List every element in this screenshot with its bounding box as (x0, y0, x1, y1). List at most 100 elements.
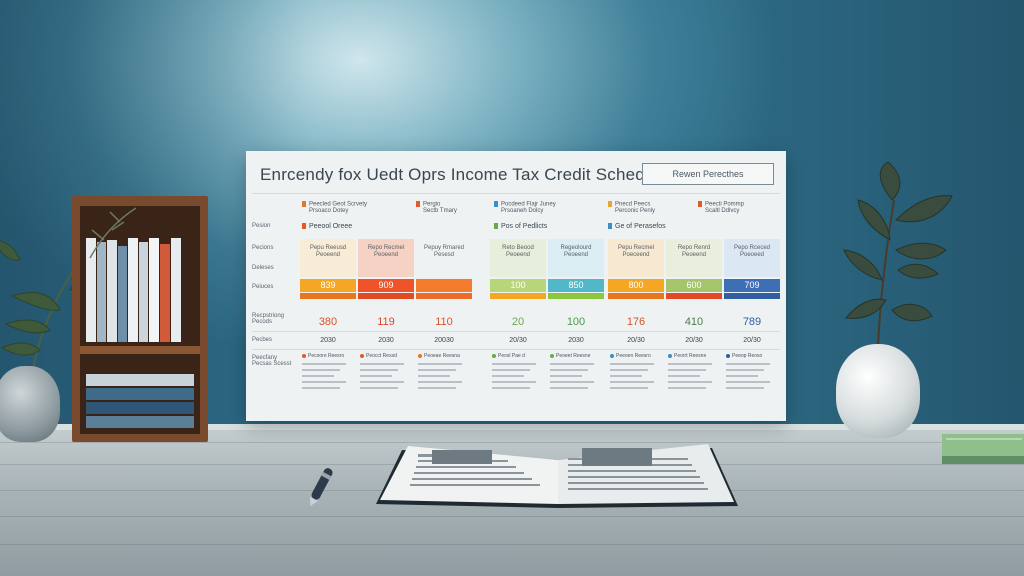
column-notes: Pecoore Reesro (302, 353, 358, 393)
schedule-cell: Reto Beood Peoeend (490, 239, 546, 277)
group-header: Pnecd Peecs Perconic Penly (608, 201, 655, 214)
right-plant-pot (836, 344, 920, 438)
bar-stripe (666, 293, 722, 299)
cell-label: Pepuy Rmared Pesesd (423, 245, 465, 258)
column-year: 20/30 (627, 337, 645, 344)
bar-stripe (608, 293, 664, 299)
schedule-cell: Pepu Reeusd Peoeend (300, 239, 356, 277)
column-year: 20/30 (743, 337, 761, 344)
note-line (302, 375, 334, 377)
note-icon (302, 353, 306, 358)
column-notes: Peeoen Reesro (610, 353, 666, 393)
column-notes: Peorrt Reesne (668, 353, 724, 393)
note-line (726, 363, 770, 365)
open-book (376, 444, 738, 508)
section-title: Pos of Pedlicts (494, 223, 547, 230)
note-line (360, 363, 404, 365)
stacked-book (86, 416, 194, 428)
upright-books (86, 238, 196, 342)
section-marker-icon (494, 223, 498, 230)
cell-label: Repo Recmel Peoeend (367, 245, 405, 258)
column-value: 410 (684, 316, 704, 328)
column-value: 789 (742, 316, 762, 328)
right-plant-leaves (843, 161, 953, 349)
value-bar: 850 (548, 279, 604, 292)
note-head: Peeop Reoso (726, 353, 782, 359)
note-line (726, 369, 764, 371)
header-marker-icon (416, 201, 420, 207)
row-label: Peiuces (252, 284, 274, 290)
note-line (726, 387, 764, 389)
review-button[interactable]: Rewen Perecthes (642, 163, 774, 185)
bar-stripe (490, 293, 546, 299)
value-bar: 100 (490, 279, 546, 292)
schedule-cell: Regeolourd Peoeend (548, 239, 604, 277)
row-label: Deleses (252, 265, 274, 271)
note-head: Peoeae Reesna (418, 353, 474, 359)
section-title: Ge of Perasefos (608, 223, 666, 230)
column-year: 20/30 (509, 337, 527, 344)
column-year: 2030 (378, 337, 394, 344)
note-line (668, 387, 706, 389)
column-notes: Peocct Ressd (360, 353, 416, 393)
note-line (492, 387, 530, 389)
value-bar: 709 (724, 279, 780, 292)
note-head: Peorrt Reesne (668, 353, 724, 359)
column-value: 176 (626, 316, 646, 328)
header-marker-icon (698, 201, 702, 207)
bar-stripe (724, 293, 780, 299)
note-line (726, 375, 758, 377)
value-bar: 839 (300, 279, 356, 292)
column-year: 20/30 (685, 337, 703, 344)
divider (252, 349, 780, 350)
column-value: 119 (377, 316, 395, 328)
cell-label: Pepu Recmel Poeceend (617, 245, 655, 258)
header-marker-icon (494, 201, 498, 207)
header-marker-icon (302, 201, 306, 207)
bar-stripe (548, 293, 604, 299)
bar-stripe (300, 293, 356, 299)
note-line (360, 369, 398, 371)
note-line (550, 381, 594, 383)
cell-label: Reto Beood Peoeend (502, 245, 534, 258)
note-head: Pecoore Reesro (302, 353, 358, 359)
column-value: 110 (435, 316, 453, 328)
note-line (360, 387, 398, 389)
note-line (492, 381, 536, 383)
note-line (360, 375, 392, 377)
row-label: Pesion (252, 223, 271, 229)
section-marker-icon (302, 223, 306, 230)
note-line (418, 387, 456, 389)
note-line (668, 369, 706, 371)
note-line (302, 387, 340, 389)
tax-credit-schedule-panel: Enrcendy fox Uedt Oprs Income Tax Credit… (246, 151, 786, 421)
column-notes: Peeop Reoso (726, 353, 782, 393)
schedule-cell: Repo Recmel Peoeend (358, 239, 414, 277)
value-bar: 909 (358, 279, 414, 292)
note-line (302, 381, 346, 383)
row-label: Peecfany Pecsas Scesst (252, 355, 292, 367)
schedule-cell: Pepuy Rmared Pesesd (416, 239, 472, 277)
desk-edge (0, 424, 1024, 430)
stacked-book (86, 402, 194, 414)
note-icon (610, 353, 614, 358)
column-value: 100 (566, 316, 586, 328)
note-line (418, 363, 462, 365)
note-line (418, 375, 450, 377)
note-line (550, 369, 588, 371)
note-line (610, 363, 654, 365)
note-line (550, 375, 582, 377)
note-icon (668, 353, 672, 358)
bar-stripe (416, 293, 472, 299)
note-line (492, 369, 530, 371)
note-head: Peocct Ressd (360, 353, 416, 359)
value-bar: 800 (608, 279, 664, 292)
column-year: 2030 (320, 337, 336, 344)
note-head: Peosl Pae d (492, 353, 548, 359)
note-line (610, 387, 648, 389)
column-notes: Peoeet Reesne (550, 353, 606, 393)
group-header: Pergio Sectb Tmary (416, 201, 457, 214)
row-label: Pecbes (252, 337, 273, 343)
schedule-cell: Repo Renrd Peoeend (666, 239, 722, 277)
note-line (550, 363, 594, 365)
